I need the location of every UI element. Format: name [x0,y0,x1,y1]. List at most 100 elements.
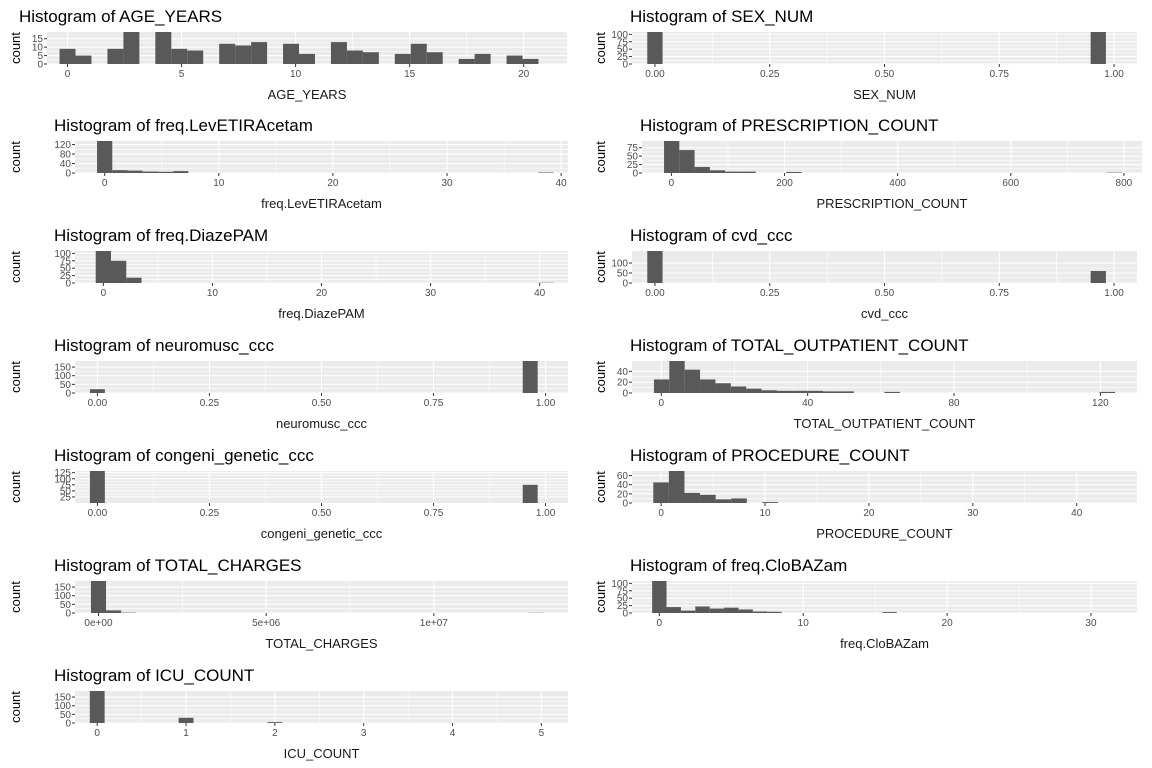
y-tick-label: 40 [617,367,629,378]
y-tick-label: 0 [37,60,43,71]
y-tick-label: 20 [617,378,629,389]
y-tick-label: 0 [65,279,71,290]
y-tick-label: 100 [611,579,628,590]
x-tick-label: 2 [272,728,278,739]
chart-title: Histogram of TOTAL_OUTPATIENT_COUNT [630,336,969,355]
histogram-bar [752,611,768,613]
x-tick-label: 30 [425,288,437,299]
histogram-bar [664,141,680,173]
histogram-bar [884,391,900,393]
histogram-bar [219,43,236,64]
x-tick-label: 0.00 [88,508,108,519]
y-tick-label: 25 [60,271,72,282]
y-tick-label: 10 [32,43,44,54]
x-tick-label: 10 [798,618,810,629]
x-tick-label: 1e+07 [420,618,449,629]
x-tick-label: 10 [213,178,225,189]
histogram-bar [89,389,105,393]
y-tick-label: 0 [632,169,638,180]
x-tick-label: 0.75 [990,69,1010,80]
x-tick-label: 30 [441,178,453,189]
y-tick-label: 0 [622,609,628,620]
histogram-bar [762,502,778,503]
y-tick-label: 75 [617,37,629,48]
y-axis-label: count [8,581,23,613]
histogram-bar [807,390,824,393]
x-tick-label: 0.75 [990,288,1010,299]
x-tick-label: 1.00 [1104,288,1124,299]
histogram-bar [653,379,670,393]
histogram-bar [668,471,685,503]
histogram-bar [653,482,669,503]
x-axis-label: AGE_YEARS [268,87,347,102]
histogram-bar [666,607,681,613]
x-tick-label: 1.00 [536,398,556,409]
x-tick-label: 40 [802,398,814,409]
histogram-bar [746,388,762,393]
histogram-bar [89,471,105,503]
x-axis-label: congeni_genetic_ccc [261,526,383,541]
histogram-bar [1099,391,1116,393]
x-tick-label: 30 [967,508,979,519]
histogram-bar [684,369,701,393]
histogram-bar [684,492,701,503]
y-tick-label: 0 [622,389,628,400]
y-tick-label: 0 [65,389,71,400]
y-tick-label: 75 [60,256,72,267]
histogram-bar [738,609,753,613]
y-tick-label: 25 [617,52,629,63]
y-tick-label: 75 [60,480,72,491]
y-axis-label: count [8,251,23,283]
x-tick-label: 0.00 [88,398,108,409]
y-tick-label: 100 [611,259,628,270]
y-tick-label: 150 [54,693,71,704]
x-tick-label: 0.25 [760,288,780,299]
histogram-bar [522,58,539,64]
y-axis-label: count [8,32,23,64]
x-tick-label: 0.25 [200,398,220,409]
histogram-bar [178,717,194,723]
chart-title: Histogram of ICU_COUNT [54,666,254,685]
chart-title: Histogram of AGE_YEARS [19,7,222,26]
x-axis-label: neuromusc_ccc [276,416,368,431]
y-tick-label: 15 [32,34,44,45]
y-tick-label: 125 [54,468,71,479]
chart-title: Histogram of PRESCRIPTION_COUNT [640,116,939,135]
x-tick-label: 600 [1002,178,1019,189]
histogram-bar [410,43,427,64]
x-tick-label: 800 [1116,178,1133,189]
y-axis-label: count [593,581,608,613]
x-tick-label: 3 [361,728,367,739]
x-tick-label: 0 [101,288,107,299]
histogram-bar [142,171,158,173]
histogram-bar [715,499,732,503]
y-tick-label: 50 [617,594,629,605]
histogram-bar [112,170,128,173]
y-tick-label: 100 [54,249,71,260]
histogram-bar [157,171,174,173]
x-tick-label: 5 [539,728,545,739]
chart-title: Histogram of SEX_NUM [630,7,813,26]
x-tick-label: 400 [889,178,906,189]
y-tick-label: 0 [622,279,628,290]
x-tick-label: 0.00 [645,69,665,80]
x-tick-label: 40 [556,178,568,189]
y-tick-label: 60 [617,471,629,482]
histogram-bar [647,251,663,283]
x-tick-label: 20 [316,288,328,299]
x-tick-label: 1.00 [1104,69,1124,80]
y-tick-label: 75 [627,143,639,154]
histogram-bar [330,42,347,64]
histogram-bar [171,48,188,64]
x-tick-label: 0.50 [312,398,332,409]
histogram-bar [882,612,897,613]
y-tick-label: 50 [60,710,72,721]
x-tick-label: 10 [290,69,302,80]
y-tick-label: 100 [54,701,71,712]
panel-background [75,141,568,173]
y-tick-label: 0 [65,169,71,180]
x-tick-label: 0 [658,508,664,519]
histogram-bar [695,606,710,613]
